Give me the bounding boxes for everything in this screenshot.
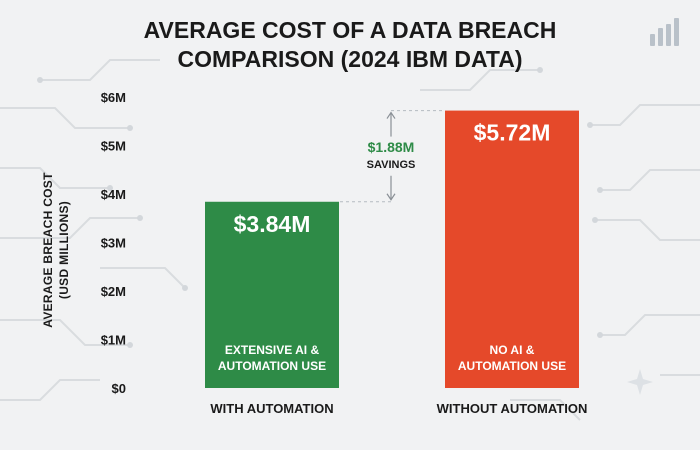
y-tick-label: $2M: [101, 284, 126, 299]
y-tick-label: $3M: [101, 236, 126, 251]
bar: [445, 110, 579, 388]
bar-value-label: $3.84M: [234, 211, 311, 237]
y-tick-label: $6M: [101, 90, 126, 105]
bars: $3.84M EXTENSIVE AI & AUTOMATION USE $5.72M…: [205, 110, 579, 388]
chart-title-line-2: COMPARISON (2024 IBM DATA): [177, 46, 522, 72]
x-axis-ticks: WITH AUTOMATION WITHOUT AUTOMATION: [210, 401, 587, 416]
y-tick-label: $1M: [101, 333, 126, 348]
background-circuit-pattern: [0, 59, 700, 421]
savings-label: SAVINGS: [367, 159, 416, 171]
bar-chart-icon: [650, 18, 679, 46]
y-axis-label: AVERAGE BREACH COST (USD MILLIONS): [41, 172, 71, 328]
savings-value: $1.88M: [368, 139, 415, 155]
sparkle-icon: [627, 369, 653, 395]
y-tick-label: $0: [112, 381, 126, 396]
arrow-down-icon: [386, 193, 396, 201]
y-tick-label: $4M: [101, 187, 126, 202]
bar-inner-label: EXTENSIVE AI &: [225, 343, 320, 357]
bar: [205, 201, 339, 388]
y-axis-label-line-1: AVERAGE BREACH COST: [41, 172, 55, 328]
y-axis-label-line-2: (USD MILLIONS): [57, 201, 71, 299]
savings-annotation: $1.88M SAVINGS: [340, 110, 445, 203]
bar-inner-label: NO AI &: [490, 343, 535, 357]
bar-value-label: $5.72M: [474, 120, 551, 146]
y-tick-label: $5M: [101, 139, 126, 154]
x-tick-label: WITH AUTOMATION: [210, 401, 333, 416]
bar-inner-label: AUTOMATION USE: [458, 359, 566, 373]
arrow-up-icon: [386, 111, 396, 119]
x-tick-label: WITHOUT AUTOMATION: [437, 401, 588, 416]
chart-title-line-1: AVERAGE COST OF A DATA BREACH: [144, 17, 557, 43]
y-axis-ticks: $0 $1M $2M $3M $4M $5M $6M: [101, 90, 126, 396]
bar-inner-label: AUTOMATION USE: [218, 359, 326, 373]
